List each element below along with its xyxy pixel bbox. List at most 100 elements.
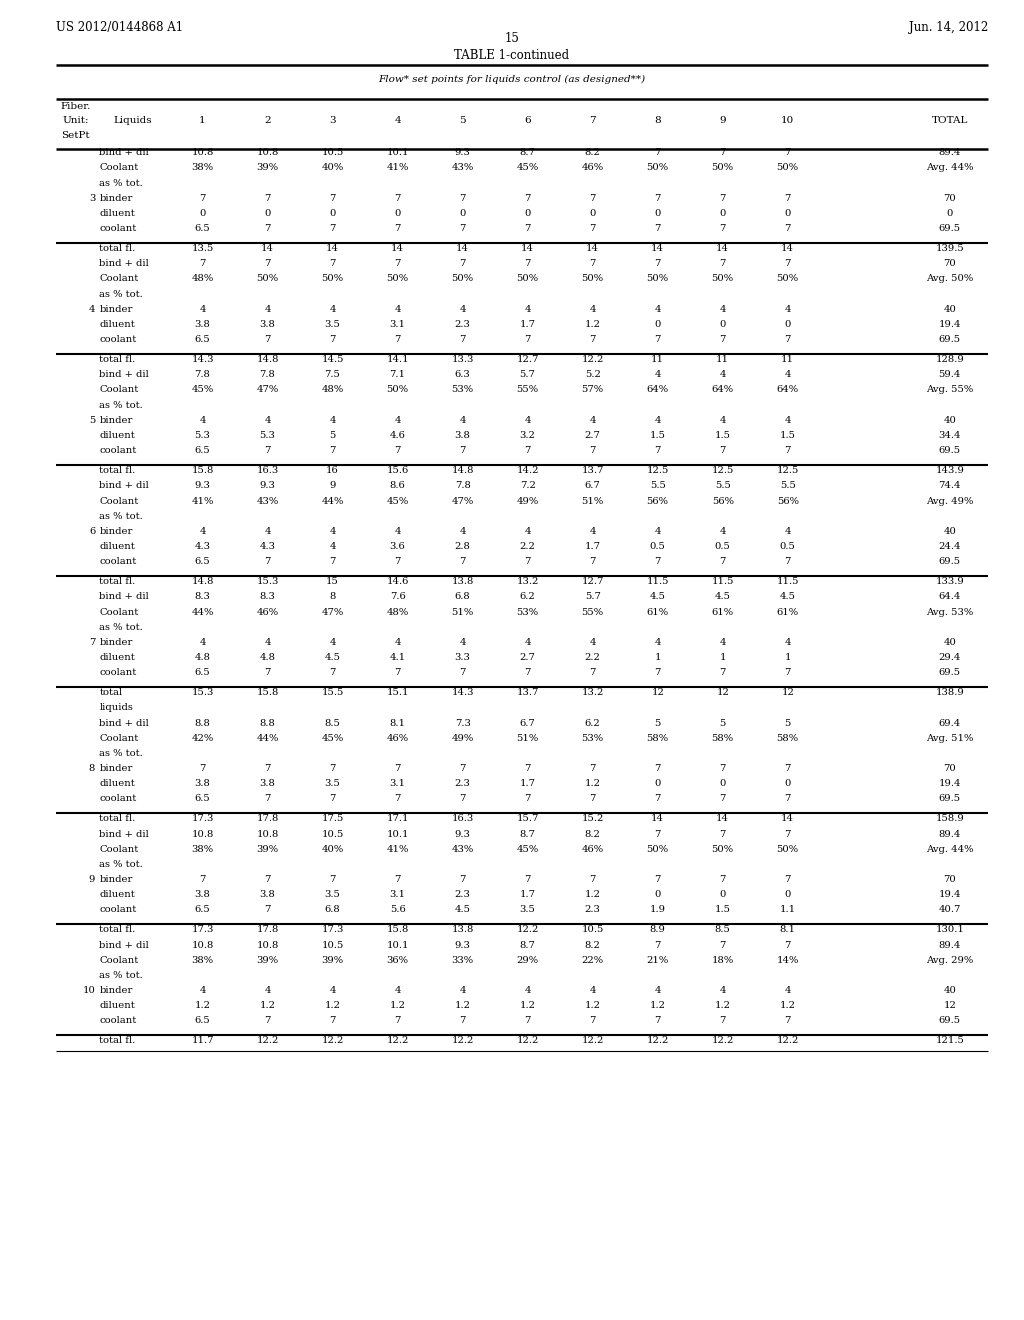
Text: 43%: 43% (452, 845, 474, 854)
Text: 4: 4 (264, 416, 270, 425)
Text: 51%: 51% (582, 496, 604, 506)
Text: 10: 10 (82, 986, 95, 995)
Text: 16.3: 16.3 (452, 814, 474, 824)
Text: 4.8: 4.8 (195, 653, 211, 663)
Text: 4.5: 4.5 (325, 653, 341, 663)
Text: 4: 4 (524, 638, 530, 647)
Text: 4: 4 (89, 305, 95, 314)
Text: 14: 14 (781, 814, 795, 824)
Text: 7: 7 (590, 224, 596, 234)
Text: coolant: coolant (99, 557, 136, 566)
Text: 7: 7 (330, 557, 336, 566)
Text: 7: 7 (330, 764, 336, 774)
Text: total fl.: total fl. (99, 244, 135, 253)
Text: 7: 7 (590, 116, 596, 125)
Text: 16: 16 (327, 466, 339, 475)
Text: 7: 7 (654, 557, 660, 566)
Text: 4: 4 (200, 416, 206, 425)
Text: 10.8: 10.8 (191, 829, 214, 838)
Text: 10.1: 10.1 (386, 148, 409, 157)
Text: as % tot.: as % tot. (99, 178, 143, 187)
Text: 7: 7 (264, 335, 270, 345)
Text: 4: 4 (784, 416, 791, 425)
Text: 7: 7 (720, 1016, 726, 1026)
Text: 7: 7 (784, 259, 791, 268)
Text: 3.5: 3.5 (325, 890, 341, 899)
Text: 14.5: 14.5 (322, 355, 344, 364)
Text: 0: 0 (654, 209, 660, 218)
Text: 3: 3 (330, 116, 336, 125)
Text: 3.1: 3.1 (389, 890, 406, 899)
Text: 0: 0 (946, 209, 953, 218)
Text: 8.1: 8.1 (779, 925, 796, 935)
Text: 4: 4 (654, 305, 660, 314)
Text: 7: 7 (784, 795, 791, 804)
Text: 7: 7 (654, 668, 660, 677)
Text: 7: 7 (200, 875, 206, 884)
Text: 45%: 45% (516, 164, 539, 173)
Text: 17.5: 17.5 (322, 814, 344, 824)
Text: 3.8: 3.8 (195, 319, 211, 329)
Text: 58%: 58% (712, 734, 734, 743)
Text: 50%: 50% (776, 845, 799, 854)
Text: 7: 7 (784, 446, 791, 455)
Text: 70: 70 (943, 194, 956, 203)
Text: 7: 7 (330, 1016, 336, 1026)
Text: 8.9: 8.9 (649, 925, 666, 935)
Text: 36%: 36% (387, 956, 409, 965)
Text: coolant: coolant (99, 224, 136, 234)
Text: 0: 0 (720, 779, 726, 788)
Text: 9.3: 9.3 (195, 482, 211, 490)
Text: 61%: 61% (646, 607, 669, 616)
Text: 5.7: 5.7 (585, 593, 601, 602)
Text: Avg. 44%: Avg. 44% (926, 845, 974, 854)
Text: Coolant: Coolant (99, 164, 138, 173)
Text: 3.8: 3.8 (259, 890, 275, 899)
Text: 40: 40 (943, 986, 956, 995)
Text: Coolant: Coolant (99, 845, 138, 854)
Text: diluent: diluent (99, 779, 135, 788)
Text: 61%: 61% (776, 607, 799, 616)
Text: as % tot.: as % tot. (99, 748, 143, 758)
Text: 69.5: 69.5 (939, 557, 961, 566)
Text: 4: 4 (330, 305, 336, 314)
Text: 7: 7 (784, 941, 791, 949)
Text: Avg. 55%: Avg. 55% (926, 385, 974, 395)
Text: 9.3: 9.3 (455, 941, 471, 949)
Text: 4: 4 (654, 371, 660, 379)
Text: 64%: 64% (776, 385, 799, 395)
Text: 1.2: 1.2 (649, 1002, 666, 1010)
Text: 7: 7 (654, 446, 660, 455)
Text: 0: 0 (720, 319, 726, 329)
Text: 45%: 45% (386, 496, 409, 506)
Text: 15.6: 15.6 (386, 466, 409, 475)
Text: 8.2: 8.2 (585, 829, 601, 838)
Text: 6: 6 (524, 116, 530, 125)
Text: coolant: coolant (99, 335, 136, 345)
Text: 11: 11 (716, 355, 729, 364)
Text: 0: 0 (394, 209, 400, 218)
Text: 4: 4 (460, 527, 466, 536)
Text: 5: 5 (784, 718, 791, 727)
Text: bind + dil: bind + dil (99, 482, 150, 490)
Text: 2.3: 2.3 (455, 779, 471, 788)
Text: 1: 1 (200, 116, 206, 125)
Text: 4: 4 (264, 986, 270, 995)
Text: 8.6: 8.6 (390, 482, 406, 490)
Text: 1.2: 1.2 (325, 1002, 341, 1010)
Text: 14.8: 14.8 (256, 355, 279, 364)
Text: 158.9: 158.9 (935, 814, 965, 824)
Text: 7: 7 (654, 875, 660, 884)
Text: 7: 7 (654, 148, 660, 157)
Text: 15.3: 15.3 (191, 688, 214, 697)
Text: 1.2: 1.2 (259, 1002, 275, 1010)
Text: 7: 7 (460, 1016, 466, 1026)
Text: 4: 4 (784, 527, 791, 536)
Text: 4: 4 (654, 638, 660, 647)
Text: 39%: 39% (256, 956, 279, 965)
Text: 12.2: 12.2 (322, 1036, 344, 1045)
Text: Fiber.: Fiber. (60, 102, 91, 111)
Text: 4: 4 (330, 986, 336, 995)
Text: 41%: 41% (386, 845, 409, 854)
Text: 12.7: 12.7 (582, 577, 604, 586)
